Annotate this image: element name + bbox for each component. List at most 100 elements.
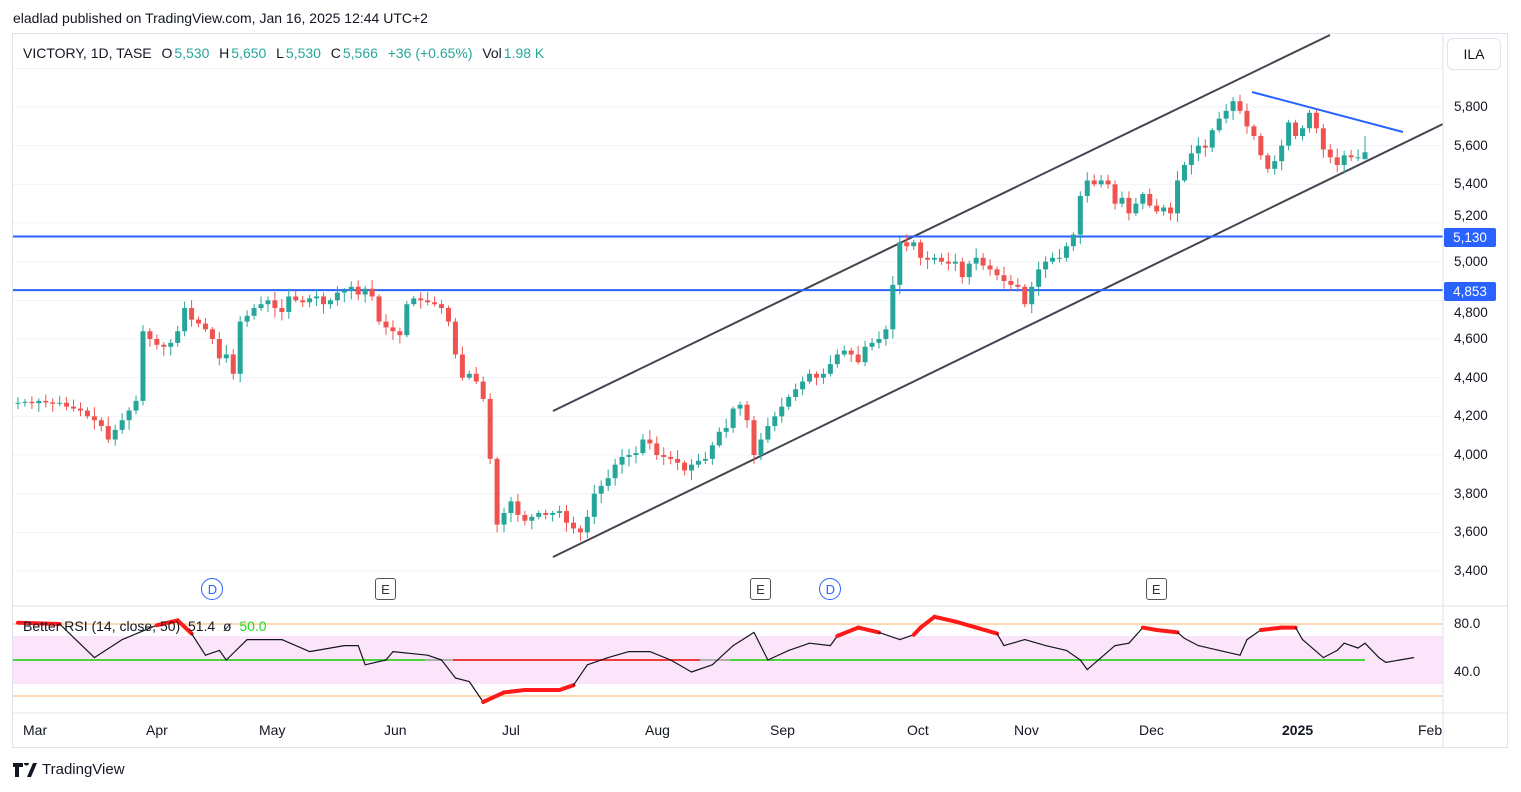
tradingview-logo[interactable]: TradingView <box>13 761 125 778</box>
candle-body <box>966 263 972 278</box>
candle-body <box>244 315 250 322</box>
candle-body <box>1244 110 1250 127</box>
candle <box>980 253 986 271</box>
candle-body <box>397 331 403 336</box>
candle <box>1216 111 1222 133</box>
candle <box>1154 198 1160 215</box>
candle <box>598 480 604 504</box>
candle-body <box>911 242 917 247</box>
dividend-marker[interactable]: D <box>819 578 842 600</box>
candle <box>91 407 97 430</box>
rsi-value: 51.4 <box>187 618 216 634</box>
dividend-marker[interactable]: D <box>201 578 224 600</box>
candle <box>966 260 972 285</box>
candle <box>911 239 917 250</box>
candle <box>1181 161 1187 183</box>
candle-body <box>15 402 21 404</box>
earnings-marker[interactable]: E <box>749 578 771 600</box>
candle-body <box>1237 101 1243 111</box>
candle <box>550 510 556 522</box>
candle <box>612 458 618 486</box>
candle <box>779 397 785 423</box>
rsi-segment <box>690 664 713 673</box>
currency-button[interactable]: ILA <box>1447 38 1501 70</box>
candle-body <box>508 501 514 513</box>
candle-body <box>126 410 132 421</box>
candle-body <box>196 319 202 324</box>
candle-body <box>862 346 868 363</box>
rsi-segment <box>835 625 861 638</box>
time-tick: Apr <box>146 722 168 738</box>
candle <box>202 318 208 332</box>
candle <box>1195 137 1201 162</box>
candle-body <box>591 493 597 517</box>
rsi-segment <box>1140 625 1159 632</box>
published-caption: eladlad published on TradingView.com, Ja… <box>13 10 428 26</box>
candle-body <box>251 308 257 316</box>
candle <box>466 370 472 380</box>
candle-body <box>161 344 167 347</box>
candle <box>1313 110 1319 134</box>
candle-body <box>1056 257 1062 259</box>
candle <box>216 331 222 366</box>
candle <box>362 285 368 303</box>
candle-body <box>1084 180 1090 196</box>
earnings-marker[interactable]: E <box>1145 578 1167 600</box>
candle-body <box>564 511 570 523</box>
candle <box>841 345 847 357</box>
change-value: +36 (+0.65%) <box>387 45 473 61</box>
volume-value: 1.98 K <box>503 45 545 61</box>
candle <box>334 286 340 306</box>
candle-body <box>1070 234 1076 247</box>
candle <box>945 252 951 271</box>
candle-body <box>452 321 458 355</box>
close-label: C <box>330 45 341 61</box>
candle <box>168 339 174 356</box>
rsi-segment <box>121 624 158 641</box>
candle-body <box>1362 152 1368 160</box>
channel-upper-line[interactable] <box>552 34 1331 412</box>
candle <box>348 281 354 300</box>
candle <box>883 325 889 346</box>
candle-body <box>633 453 639 455</box>
rsi-segment <box>218 649 227 661</box>
candle <box>1161 204 1167 216</box>
candle-body <box>626 454 632 457</box>
candle <box>515 493 521 522</box>
candle-body <box>1223 110 1229 119</box>
rsi-segment <box>557 683 576 692</box>
earnings-marker[interactable]: E <box>374 578 396 600</box>
candle <box>793 383 799 401</box>
high-label: H <box>219 45 230 61</box>
candle <box>668 451 674 465</box>
channel-lower-line[interactable] <box>552 123 1444 558</box>
rsi-segment <box>59 623 95 659</box>
candle <box>1355 149 1361 162</box>
candle <box>1105 174 1111 189</box>
candle-body <box>22 401 28 403</box>
candle-body <box>473 373 479 382</box>
candle-body <box>98 420 104 426</box>
candle-body <box>883 329 889 339</box>
candle <box>147 328 153 347</box>
candle <box>452 317 458 359</box>
rsi-segment <box>767 649 790 661</box>
candle <box>932 253 938 265</box>
high-value: 5,650 <box>231 45 267 61</box>
candle <box>890 276 896 339</box>
rsi-segment <box>1154 628 1180 635</box>
candle <box>1230 96 1236 121</box>
candle-body <box>341 290 347 293</box>
candle-body <box>369 288 375 297</box>
candle <box>557 505 563 518</box>
candle <box>84 407 90 419</box>
candle <box>1056 248 1062 263</box>
resistance-trendline[interactable] <box>1251 91 1404 133</box>
candle <box>279 298 285 321</box>
horizontal-levels <box>13 235 1443 292</box>
candle-body <box>237 321 243 374</box>
candle <box>105 416 111 443</box>
candle <box>64 397 70 411</box>
price-tick: 4,400 <box>1454 369 1488 385</box>
